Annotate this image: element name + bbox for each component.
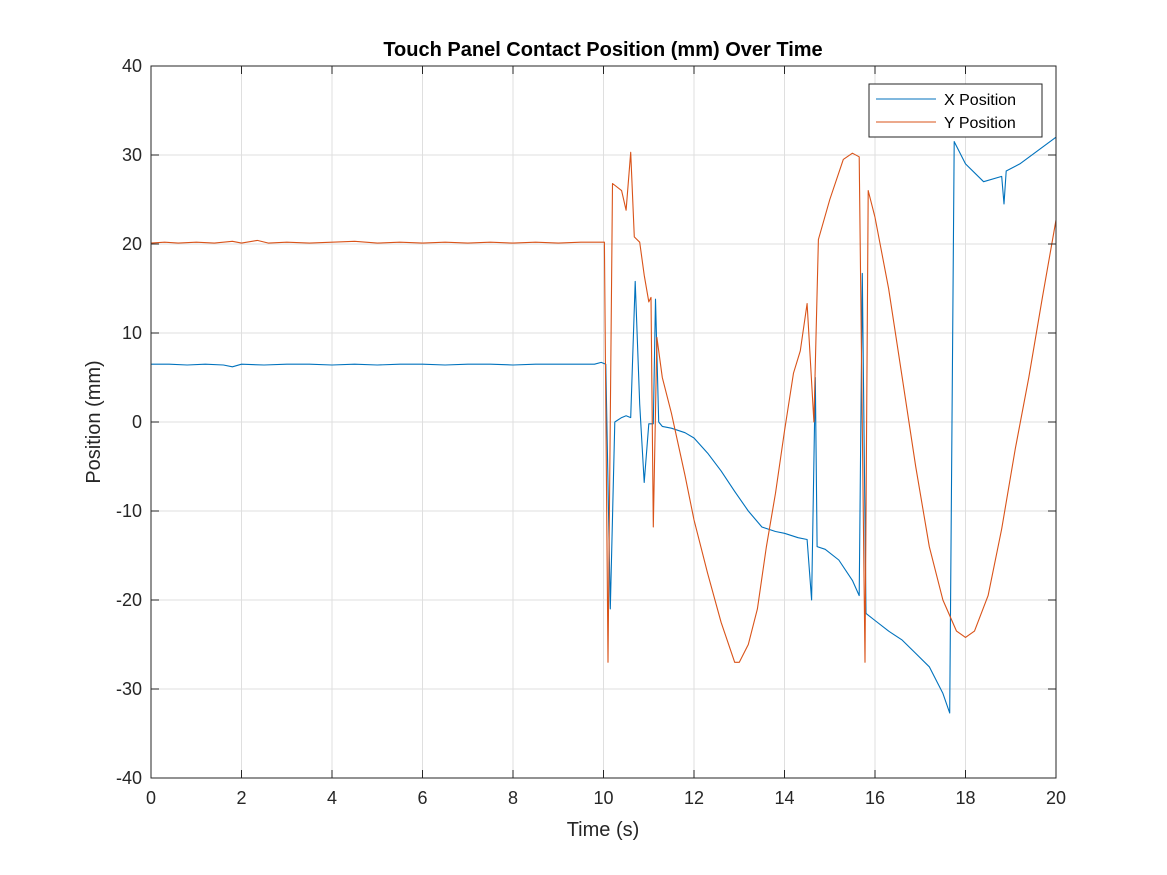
- x-tick-label: 4: [327, 788, 337, 808]
- legend-box: [868, 83, 1043, 138]
- x-tick-label: 8: [508, 788, 518, 808]
- grid: [151, 66, 1056, 778]
- x-tick-label: 12: [684, 788, 704, 808]
- x-tick-label: 16: [865, 788, 885, 808]
- y-tick-label: 10: [122, 323, 142, 343]
- y-tick-label: -40: [116, 768, 142, 788]
- series-line-x-position: [151, 136, 1057, 714]
- x-tick-label: 0: [146, 788, 156, 808]
- y-tick-label: -30: [116, 679, 142, 699]
- y-tick-label: -20: [116, 590, 142, 610]
- x-tick-label: 20: [1046, 788, 1066, 808]
- x-tick-label: 14: [774, 788, 794, 808]
- x-tick-label: 2: [236, 788, 246, 808]
- ticks: 0 2 4 6 8 10 12 14 16 18 20 -40 -30 -20 -10 0 10 20 30 40: [116, 56, 1066, 808]
- y-axis-label: Position (mm): [83, 360, 105, 483]
- y-tick-label: 20: [122, 234, 142, 254]
- legend: X Position Y Position: [868, 83, 1043, 138]
- chart-title: Touch Panel Contact Position (mm) Over T…: [383, 39, 822, 61]
- x-tick-label: 18: [955, 788, 975, 808]
- legend-label-y-position: Y Position: [944, 115, 1016, 132]
- x-axis-label: Time (s): [567, 819, 640, 841]
- y-tick-label: -10: [116, 501, 142, 521]
- y-tick-label: 40: [122, 56, 142, 76]
- series-line-y-position: [150, 151, 1057, 663]
- x-tick-label: 6: [417, 788, 427, 808]
- legend-label-x-position: X Position: [944, 92, 1016, 109]
- series-layer: [150, 136, 1057, 714]
- x-tick-label: 10: [593, 788, 613, 808]
- y-tick-label: 0: [132, 412, 142, 432]
- y-tick-label: 30: [122, 145, 142, 165]
